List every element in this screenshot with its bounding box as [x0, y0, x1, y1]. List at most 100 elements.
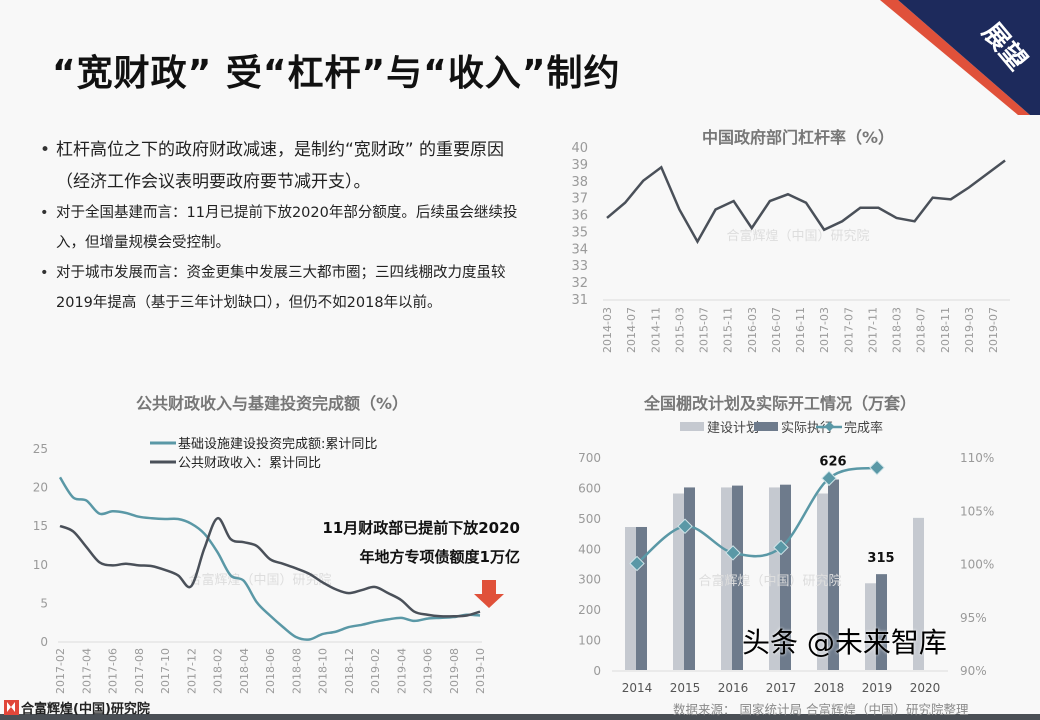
- legend-marker: [824, 421, 835, 432]
- y-tick-label: 700: [578, 451, 601, 465]
- y-tick-label: 20: [33, 481, 48, 495]
- chart-title: 中国政府部门杠杆率（%）: [702, 128, 894, 147]
- plan-bar: [913, 517, 924, 670]
- y-tick-label: 36: [571, 209, 588, 224]
- corner-navy-triangle: [898, 0, 1040, 115]
- x-tick-label: 2017-04: [80, 648, 93, 694]
- chart-title: 公共财政收入与基建投资完成额（%）: [136, 394, 408, 413]
- y-tick-label: 100: [578, 634, 601, 648]
- infrastructure-line: [58, 476, 481, 641]
- y2-tick-label: 95%: [960, 611, 987, 625]
- x-tick-label: 2014-11: [649, 307, 662, 353]
- actual-bar: [876, 574, 887, 670]
- plan-bar: [673, 493, 684, 670]
- logo: 合富辉煌(中国)研究院: [4, 698, 150, 717]
- x-tick-label: 2018-10: [317, 648, 330, 694]
- y-tick-label: 200: [578, 603, 601, 617]
- actual-bar: [732, 485, 743, 670]
- legend-swatch: [754, 422, 778, 431]
- y-tick-label: 600: [578, 481, 601, 495]
- x-tick-label: 2015-03: [673, 307, 686, 353]
- x-tick-label: 2018-12: [343, 648, 356, 694]
- x-tick-label: 2019-07: [987, 307, 1000, 353]
- actual-bar: [828, 479, 839, 670]
- plan-bar: [865, 583, 876, 670]
- y-tick-label: 40: [571, 141, 588, 156]
- legend-swatch: [680, 422, 704, 431]
- bullet-item: 杠杆高位之下的政府财政减速，是制约“宽财政” 的重要原因 （经济工作会议表明要政…: [36, 134, 536, 198]
- x-tick-label: 2017: [766, 681, 797, 695]
- chart-watermark: 合富辉煌（中国）研究院: [726, 228, 869, 244]
- chart-watermark: 合富辉煌（中国）研究院: [698, 573, 841, 589]
- completion-rate-marker: [677, 518, 693, 535]
- x-tick-label: 2018-06: [264, 648, 277, 694]
- x-tick-label: 2016-07: [770, 307, 783, 353]
- x-tick-label: 2017-11: [866, 307, 879, 353]
- y-tick-label: 5: [40, 596, 48, 610]
- x-tick-label: 2016: [718, 681, 749, 695]
- x-tick-label: 2018-02: [212, 648, 225, 694]
- corner-ribbon: 展望: [880, 0, 1040, 115]
- x-tick-label: 2017-02: [54, 648, 67, 694]
- plan-bar: [625, 526, 636, 670]
- y2-tick-label: 105%: [960, 504, 994, 518]
- data-label: 626: [819, 455, 846, 470]
- y-tick-label: 31: [571, 293, 588, 308]
- leverage-line: [606, 159, 1006, 245]
- x-tick-label: 2014-07: [625, 307, 638, 353]
- y-tick-label: 38: [571, 175, 588, 190]
- legend-label: 完成率: [844, 420, 883, 436]
- x-tick-label: 2019-08: [448, 648, 461, 694]
- footer-bar: [0, 714, 1040, 720]
- x-tick-label: 2017-08: [133, 648, 146, 694]
- y-tick-label: 0: [40, 635, 48, 649]
- legend-label: 公共财政收入：累计同比: [178, 456, 321, 471]
- legend-label: 基础设施建设投资完成额:累计同比: [178, 436, 377, 452]
- legend-label: 实际执行: [781, 421, 833, 436]
- x-tick-label: 2015: [670, 681, 701, 695]
- watermark: 头条 @未来智库: [742, 626, 947, 659]
- x-tick-label: 2018-04: [238, 648, 251, 694]
- x-tick-label: 2019-06: [422, 648, 435, 694]
- corner-red-stripe: [880, 0, 1030, 115]
- completion-rate-marker: [629, 555, 645, 572]
- data-source: 数据来源： 国家统计局 合富辉煌（中国）研究院整理: [673, 702, 969, 717]
- y2-tick-label: 90%: [960, 664, 987, 678]
- down-arrow-icon: [474, 580, 504, 608]
- bullet-list: 杠杆高位之下的政府财政减速，是制约“宽财政” 的重要原因 （经济工作会议表明要政…: [36, 134, 536, 318]
- page-title: “宽财政” 受“杠杆”与“收入”制约: [52, 53, 621, 94]
- completion-rate-marker: [869, 459, 885, 476]
- y-tick-label: 35: [571, 225, 588, 240]
- plan-bar: [721, 487, 732, 670]
- actual-bar: [684, 487, 695, 670]
- y-tick-label: 15: [33, 519, 48, 533]
- y2-tick-label: 110%: [960, 451, 994, 465]
- annotation-line: 11月财政部已提前下放2020: [322, 519, 520, 537]
- y-tick-label: 32: [571, 276, 588, 291]
- completion-rate-marker: [725, 545, 741, 561]
- bullet-item: 对于全国基建而言：11月已提前下放2020年部分额度。后续虽会继续投入，但增量规…: [36, 198, 536, 258]
- annotation-line: 年地方专项债额度1万亿: [359, 548, 520, 566]
- data-label: 315: [867, 551, 894, 566]
- y-tick-label: 39: [571, 158, 588, 173]
- x-tick-label: 2016-11: [794, 307, 807, 353]
- x-tick-label: 2018-08: [290, 648, 303, 694]
- plan-bar: [769, 487, 780, 670]
- x-tick-label: 2019-10: [474, 648, 487, 694]
- x-tick-label: 2018-11: [939, 307, 952, 353]
- chart-annotation: 11月财政部已提前下放2020 年地方专项债额度1万亿: [260, 514, 520, 572]
- actual-bar: [636, 526, 647, 670]
- plan-bar: [817, 493, 828, 670]
- x-tick-label: 2014-03: [601, 307, 614, 353]
- x-tick-label: 2018: [814, 681, 845, 695]
- x-tick-label: 2015-07: [698, 307, 711, 353]
- x-tick-label: 2017-10: [159, 648, 172, 694]
- y-tick-label: 500: [578, 512, 601, 526]
- y-tick-label: 34: [571, 242, 588, 257]
- bullet-item: 对于城市发展而言：资金更集中发展三大都市圈；三四线棚改力度虽较2019年提高（基…: [36, 258, 536, 318]
- x-tick-label: 2015-11: [722, 307, 735, 353]
- chart-watermark: 合富辉煌（中国）研究院: [188, 572, 331, 588]
- completion-rate-marker: [821, 470, 837, 487]
- x-tick-label: 2019: [862, 681, 893, 695]
